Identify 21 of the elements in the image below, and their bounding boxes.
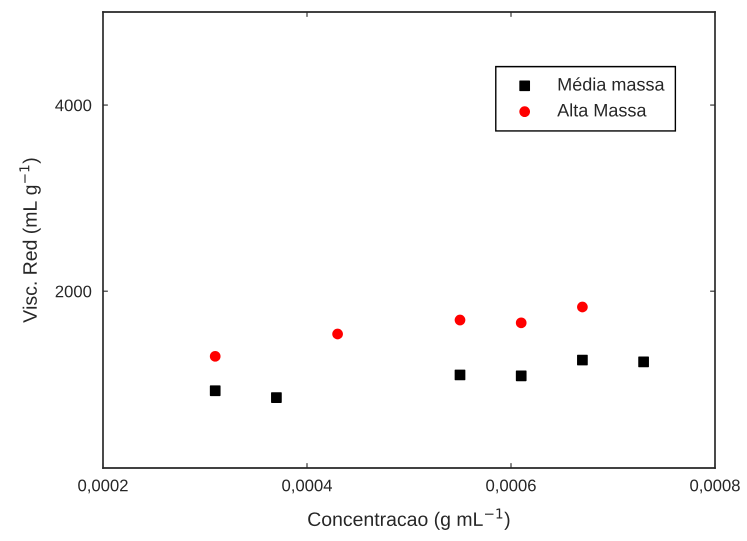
point [454,370,466,380]
x-axis-title: Concentracao (g mL$^{−1}$) [308,508,510,530]
x-tick-label: 0,0004 [282,480,332,494]
point [210,350,221,362]
x-tick-label: 0,0008 [690,480,740,494]
point [210,385,221,396]
legend-label: Média massa [558,77,665,91]
point [577,302,588,312]
x-tick-label: 0,0006 [486,480,536,494]
point [638,356,649,368]
point [577,354,588,366]
y-axis-title: Visc. Red (mL g$^{−1}$) [19,158,41,323]
point [454,314,466,326]
legend-label: Alta Massa [557,103,646,117]
point [271,392,282,403]
point [332,328,343,340]
y-tick-label: 4000 [55,99,92,112]
point [516,370,527,382]
y-tick-label: 2000 [56,286,92,298]
x-tick-label: 0,0002 [78,480,128,494]
point [516,317,527,328]
